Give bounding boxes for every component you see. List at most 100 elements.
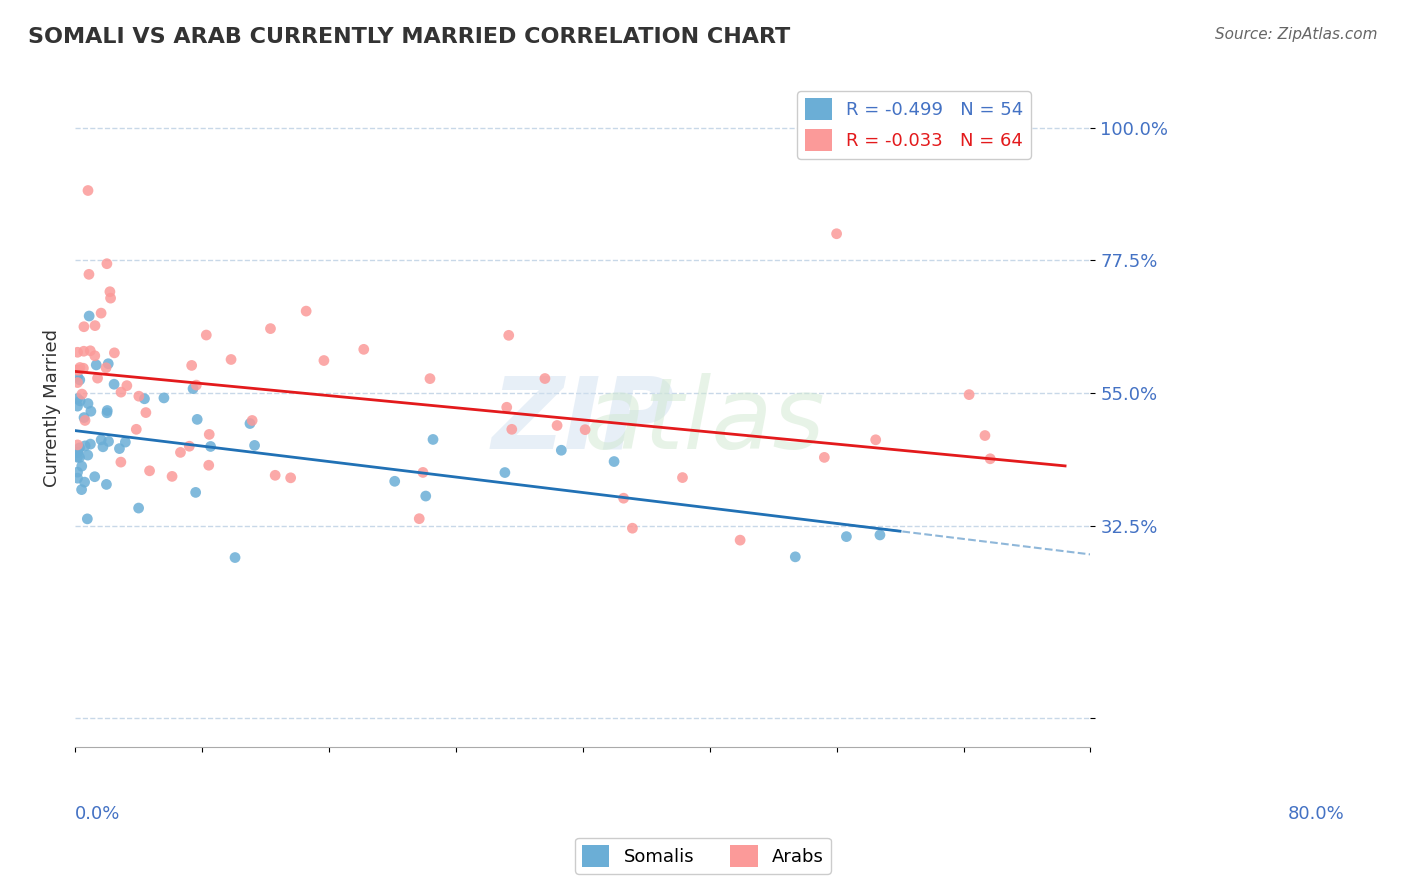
Point bbox=[66, 471, 89, 485]
Point bbox=[312, 353, 335, 368]
Point bbox=[135, 406, 157, 420]
Point bbox=[98, 285, 121, 299]
Point bbox=[96, 257, 118, 271]
Point bbox=[77, 268, 100, 282]
Point bbox=[408, 511, 430, 525]
Point bbox=[865, 433, 887, 447]
Point bbox=[66, 392, 89, 406]
Point bbox=[495, 401, 517, 415]
Point bbox=[96, 406, 118, 420]
Point bbox=[110, 455, 132, 469]
Point bbox=[239, 417, 262, 431]
Point bbox=[69, 360, 91, 375]
Point bbox=[153, 391, 176, 405]
Point bbox=[76, 512, 98, 526]
Point bbox=[94, 360, 117, 375]
Point bbox=[785, 549, 807, 564]
Point bbox=[96, 403, 118, 417]
Point bbox=[835, 530, 858, 544]
Point bbox=[169, 445, 191, 459]
Point bbox=[84, 318, 107, 333]
Point bbox=[70, 483, 93, 497]
Point bbox=[200, 440, 222, 454]
Point bbox=[412, 466, 434, 480]
Text: 80.0%: 80.0% bbox=[1288, 805, 1344, 822]
Point bbox=[79, 437, 101, 451]
Point bbox=[550, 443, 572, 458]
Text: SOMALI VS ARAB CURRENTLY MARRIED CORRELATION CHART: SOMALI VS ARAB CURRENTLY MARRIED CORRELA… bbox=[28, 27, 790, 46]
Point bbox=[825, 227, 848, 241]
Point bbox=[259, 321, 281, 335]
Point bbox=[73, 475, 96, 490]
Point bbox=[110, 385, 132, 400]
Point bbox=[66, 363, 89, 377]
Point bbox=[70, 459, 93, 474]
Point bbox=[869, 528, 891, 542]
Point bbox=[181, 382, 204, 396]
Legend: Somalis, Arabs: Somalis, Arabs bbox=[575, 838, 831, 874]
Legend: R = -0.499   N = 54, R = -0.033   N = 64: R = -0.499 N = 54, R = -0.033 N = 64 bbox=[797, 91, 1031, 159]
Point bbox=[198, 427, 221, 442]
Point bbox=[108, 442, 131, 456]
Point bbox=[66, 376, 89, 390]
Point bbox=[69, 373, 91, 387]
Point bbox=[66, 345, 89, 359]
Point bbox=[79, 343, 101, 358]
Point bbox=[295, 304, 318, 318]
Text: 0.0%: 0.0% bbox=[75, 805, 121, 822]
Point bbox=[501, 422, 523, 436]
Point bbox=[90, 433, 112, 447]
Point bbox=[80, 404, 103, 418]
Point bbox=[66, 399, 89, 413]
Point bbox=[134, 392, 156, 406]
Point bbox=[415, 489, 437, 503]
Point bbox=[90, 306, 112, 320]
Point bbox=[813, 450, 835, 465]
Point bbox=[103, 346, 125, 360]
Point bbox=[97, 434, 120, 449]
Point bbox=[180, 359, 202, 373]
Point bbox=[195, 328, 218, 343]
Point bbox=[186, 412, 208, 426]
Y-axis label: Currently Married: Currently Married bbox=[44, 329, 60, 487]
Point bbox=[66, 445, 89, 459]
Point bbox=[77, 396, 100, 410]
Text: Source: ZipAtlas.com: Source: ZipAtlas.com bbox=[1215, 27, 1378, 42]
Point bbox=[83, 469, 105, 483]
Point bbox=[264, 468, 287, 483]
Point bbox=[160, 469, 183, 483]
Point bbox=[125, 422, 148, 436]
Point bbox=[67, 363, 90, 377]
Point bbox=[219, 352, 242, 367]
Point bbox=[73, 319, 96, 334]
Text: ZIP: ZIP bbox=[491, 373, 675, 470]
Point bbox=[77, 309, 100, 323]
Point bbox=[280, 471, 302, 485]
Point bbox=[115, 378, 138, 392]
Point bbox=[494, 466, 516, 480]
Point bbox=[69, 441, 91, 455]
Point bbox=[353, 343, 375, 357]
Point bbox=[974, 428, 997, 442]
Point bbox=[69, 393, 91, 408]
Point bbox=[66, 445, 89, 459]
Point bbox=[72, 361, 94, 376]
Point bbox=[603, 454, 626, 468]
Point bbox=[574, 423, 596, 437]
Point bbox=[96, 477, 118, 491]
Point bbox=[184, 485, 207, 500]
Point bbox=[128, 501, 150, 516]
Point bbox=[621, 521, 644, 535]
Point bbox=[138, 464, 160, 478]
Point bbox=[546, 418, 568, 433]
Point bbox=[179, 439, 201, 453]
Point bbox=[498, 328, 520, 343]
Point bbox=[186, 378, 208, 392]
Point bbox=[979, 451, 1001, 466]
Point bbox=[75, 439, 97, 453]
Point bbox=[114, 435, 136, 450]
Point bbox=[224, 550, 246, 565]
Point bbox=[103, 377, 125, 392]
Point bbox=[671, 470, 693, 484]
Point bbox=[613, 491, 636, 506]
